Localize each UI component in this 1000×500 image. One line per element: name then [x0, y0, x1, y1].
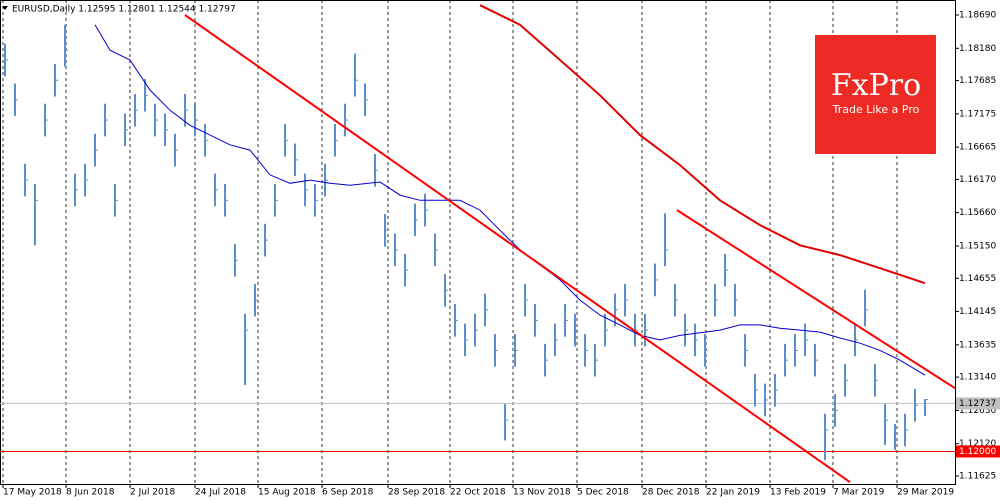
x-tick-label: 28 Sep 2018 [388, 488, 445, 498]
x-tick-label: 2 Jul 2018 [130, 488, 175, 498]
y-tick-label: 1.17175 [959, 109, 996, 119]
logo-box [815, 35, 936, 154]
x-tick-label: 24 Jul 2018 [195, 488, 246, 498]
x-tick-label: 13 Nov 2018 [513, 488, 571, 498]
price-label-box [956, 445, 1000, 458]
x-tick-label: 13 Feb 2019 [770, 488, 826, 498]
x-tick-label: 22 Jan 2019 [706, 488, 760, 498]
price-label: 1.12000 [959, 447, 996, 457]
x-tick-label: 5 Dec 2018 [577, 488, 629, 498]
x-tick-label: 28 Dec 2018 [642, 488, 700, 498]
overlay-line [479, 4, 926, 285]
y-tick-label: 1.11625 [959, 471, 996, 481]
price-label: 1.12737 [959, 399, 996, 409]
overlay-line [184, 14, 851, 484]
y-tick-label: 1.12120 [959, 439, 996, 449]
y-tick-label: 1.12630 [959, 406, 996, 416]
y-tick-label: 1.18690 [959, 11, 996, 21]
y-tick-label: 1.16665 [959, 143, 996, 153]
y-tick-label: 1.14655 [959, 274, 996, 284]
logo-brand: FxPro [831, 68, 921, 103]
y-tick-label: 1.15150 [959, 241, 996, 251]
y-tick-label: 1.18180 [959, 44, 996, 54]
axes: 17 May 2018 8 Jun 2018 2 Jul 2018 24 Jul 20… [2, 11, 1000, 498]
overlay-line [676, 209, 956, 390]
price-label-box [956, 397, 1000, 410]
x-tick-label: 17 May 2018 [3, 488, 62, 498]
x-tick-label: 29 Mar 2019 [897, 488, 954, 498]
x-tick-label: 6 Sep 2018 [322, 488, 374, 498]
logo-tagline: Trade Like a Pro [832, 103, 920, 116]
y-tick-label: 1.13635 [959, 340, 996, 350]
x-tick-label: 8 Jun 2018 [66, 488, 115, 498]
y-tick-label: 1.14145 [959, 307, 996, 317]
x-tick-label: 7 Mar 2019 [833, 488, 885, 498]
x-tick-label: 22 Oct 2018 [450, 488, 506, 498]
overlay-line [94, 24, 926, 376]
y-tick-label: 1.16170 [959, 175, 996, 185]
y-tick-label: 1.17685 [959, 76, 996, 86]
title-arrow [2, 6, 8, 10]
y-tick-label: 1.15660 [959, 208, 996, 218]
marks [0, 4, 956, 484]
x-tick-label: 15 Aug 2018 [258, 488, 316, 498]
chart-title: EURUSD,Daily 1.12595 1.12801 1.12544 1.1… [12, 5, 236, 15]
y-tick-label: 1.13140 [959, 373, 996, 383]
plot-frame [0, 0, 956, 485]
